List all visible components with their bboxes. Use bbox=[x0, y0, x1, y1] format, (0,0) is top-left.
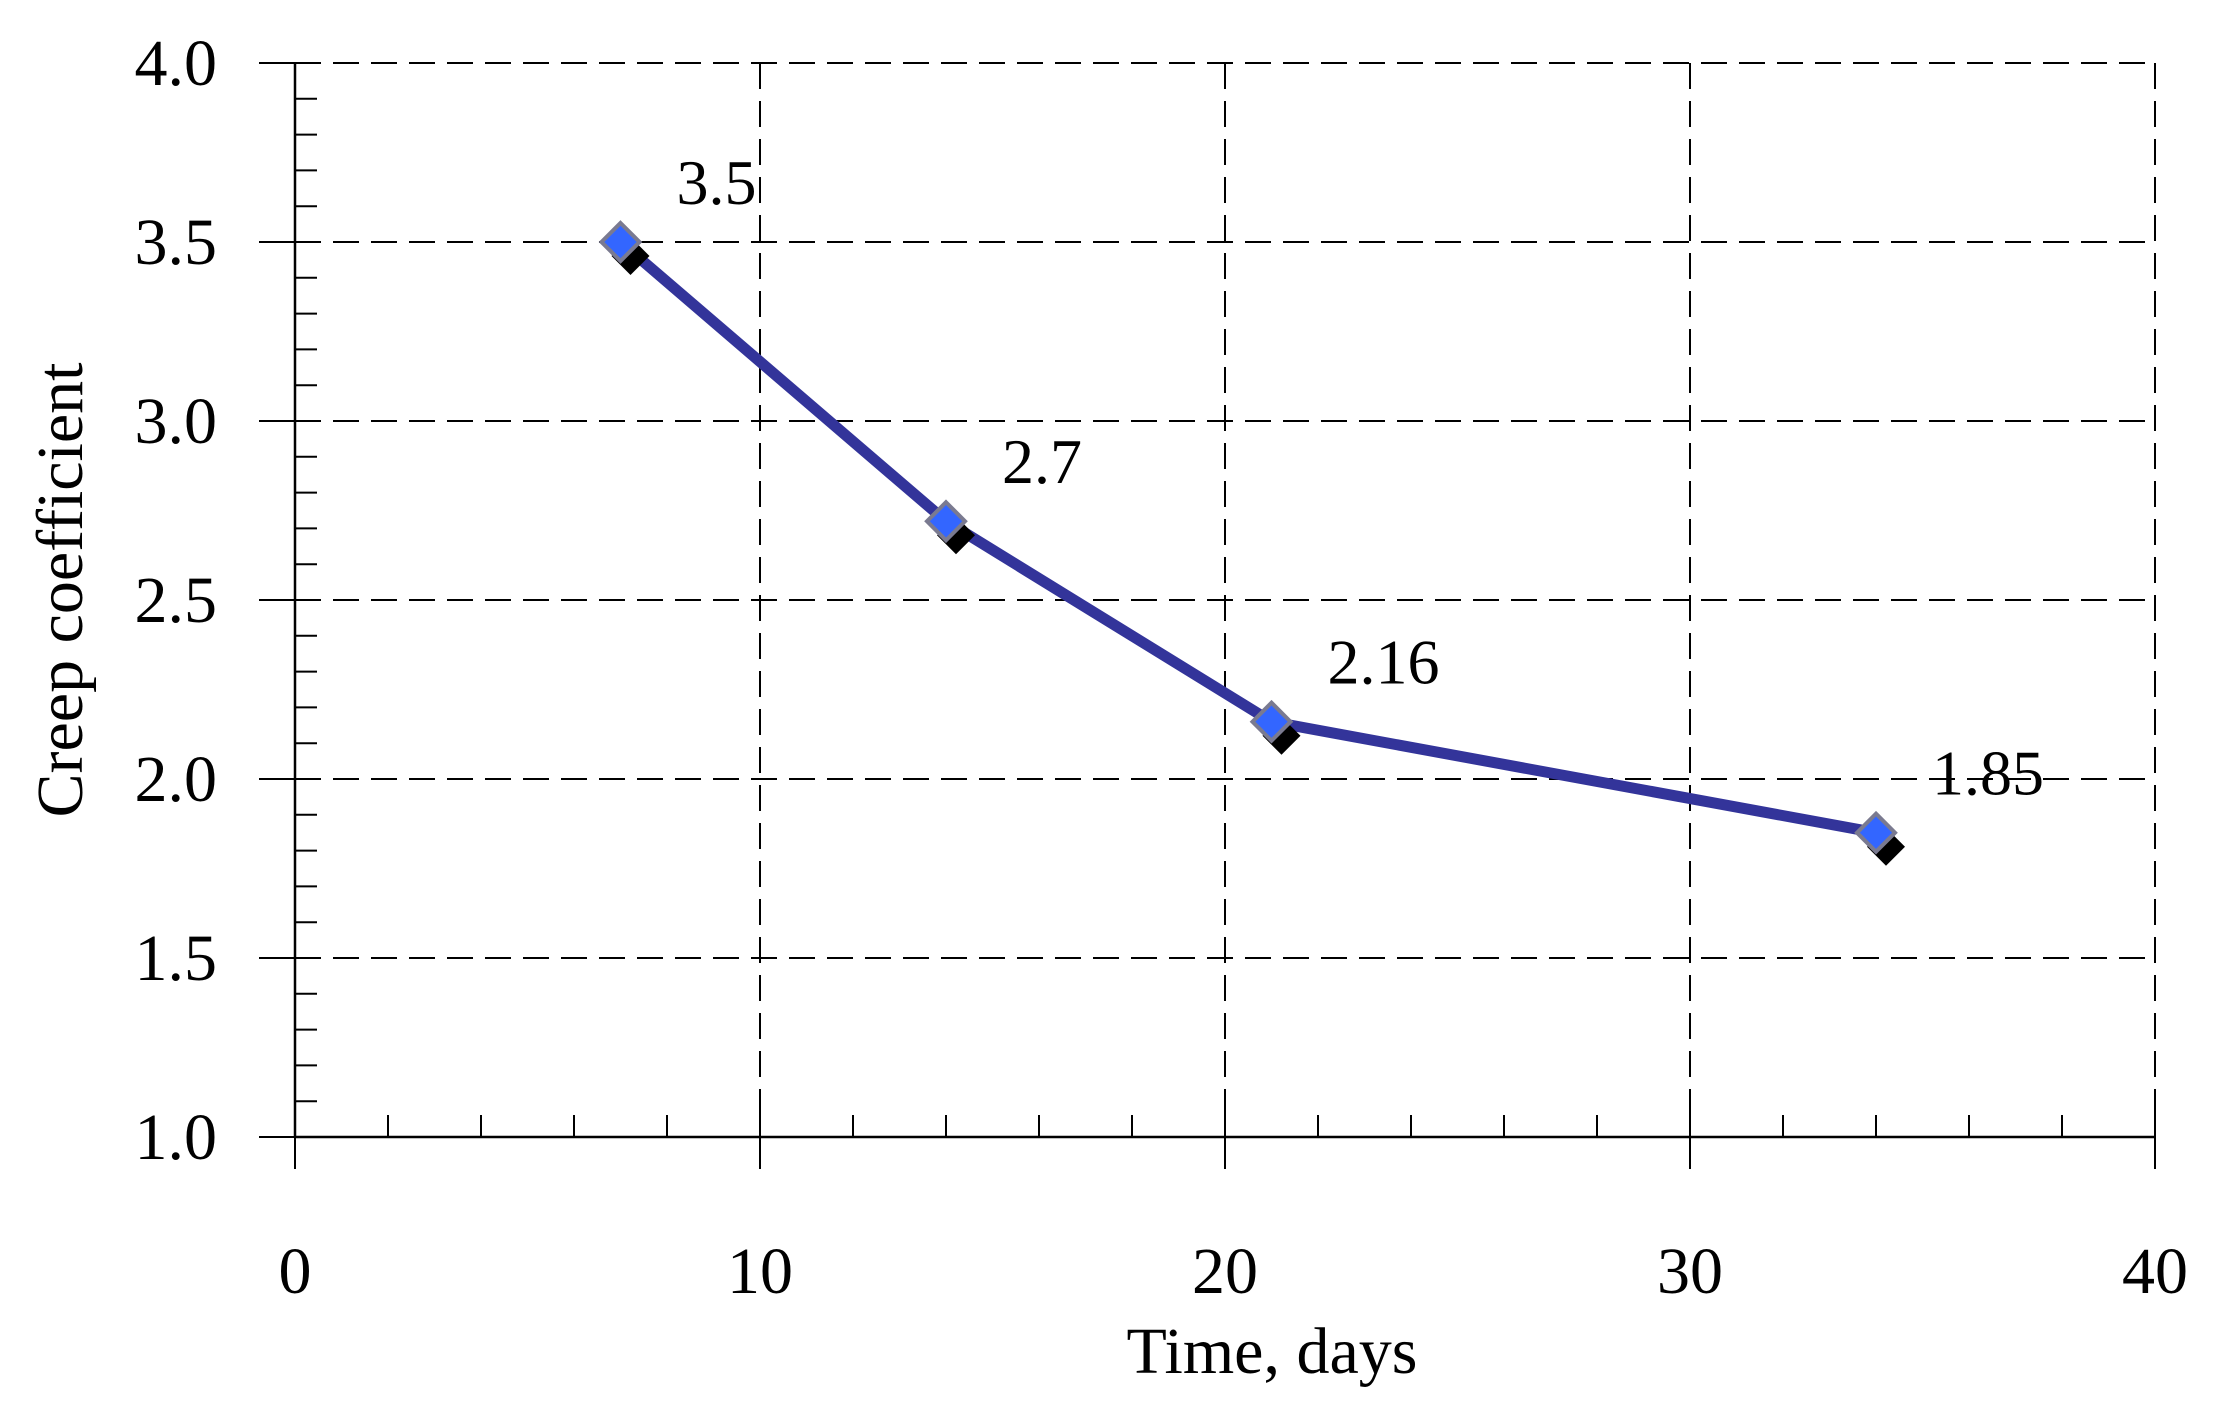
data-point bbox=[1249, 699, 1294, 744]
y-tick-label: 1.0 bbox=[135, 1101, 218, 1174]
data-label: 2.7 bbox=[1002, 426, 1082, 497]
y-axis-title: Creep coefficient bbox=[24, 362, 97, 817]
data-label: 3.5 bbox=[677, 147, 757, 218]
labels: 1.0 1.5 2.0 2.5 3.0 3.5 4.0 0 10 20 30 40 3.5 2.7 2.16… bbox=[135, 27, 2189, 1308]
data-point bbox=[1854, 810, 1898, 855]
data-point bbox=[598, 220, 643, 264]
y-tick-label: 2.5 bbox=[135, 564, 218, 637]
series bbox=[598, 220, 1905, 866]
data-label: 1.85 bbox=[1932, 738, 2044, 809]
y-tick-label: 3.5 bbox=[135, 206, 218, 279]
data-point bbox=[924, 499, 968, 544]
y-tick-label: 3.0 bbox=[135, 385, 218, 458]
data-label: 2.16 bbox=[1328, 627, 1440, 698]
x-tick-label: 30 bbox=[1657, 1235, 1723, 1308]
grid bbox=[295, 62, 2156, 1137]
y-tick-label: 4.0 bbox=[135, 27, 218, 100]
x-tick-label: 20 bbox=[1192, 1235, 1258, 1308]
x-tick-label: 10 bbox=[727, 1235, 793, 1308]
y-tick-label: 2.0 bbox=[135, 743, 218, 816]
x-tick-label: 0 bbox=[279, 1235, 312, 1308]
axes bbox=[259, 62, 2156, 1169]
series-line bbox=[615, 236, 1882, 839]
x-tick-label: 40 bbox=[2122, 1235, 2188, 1308]
x-axis-title: Time, days bbox=[1127, 1315, 1418, 1388]
y-tick-label: 1.5 bbox=[135, 922, 218, 995]
